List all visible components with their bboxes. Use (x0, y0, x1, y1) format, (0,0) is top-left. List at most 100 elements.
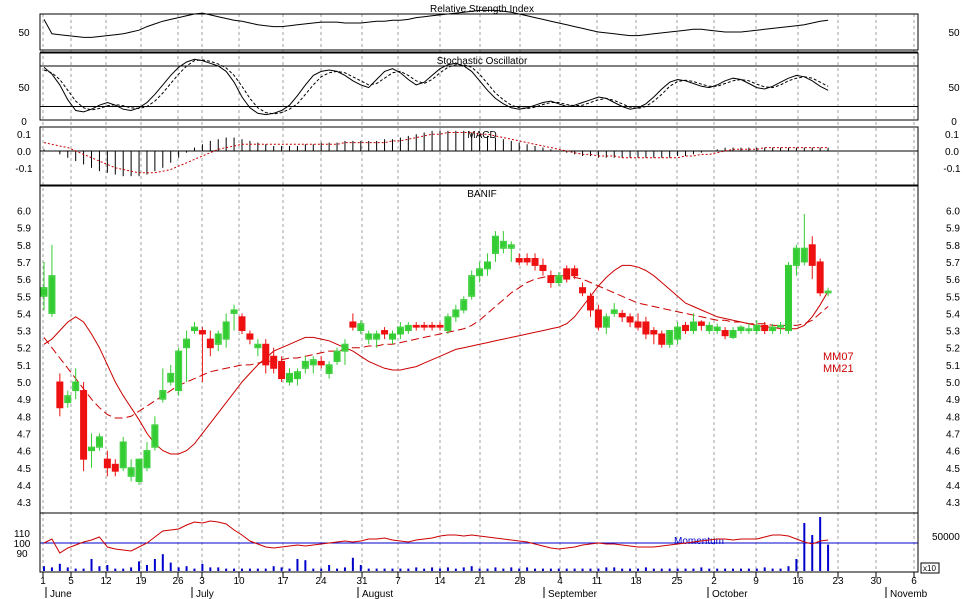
momentum-ytick: 100 (14, 539, 31, 550)
month-label: August (362, 589, 393, 599)
price-ytick-left: 5.5 (17, 292, 31, 303)
candle-body (80, 390, 88, 460)
x-tick-label: 7 (395, 576, 401, 587)
candle-body-fill (168, 373, 174, 382)
legend-mm21: MM21 (823, 363, 854, 375)
price-ytick-right: 4.5 (946, 464, 960, 475)
candle-body (642, 321, 650, 335)
macd-ytick-right: 0.0 (945, 147, 959, 158)
x-tick-label: 12 (100, 576, 112, 587)
price-ytick-left: 4.7 (17, 429, 31, 440)
candle-body-fill (287, 373, 293, 382)
candle-body (349, 321, 357, 328)
price-ytick-right: 4.6 (946, 447, 960, 458)
candle-body-fill (176, 351, 182, 391)
ma07-line (43, 264, 829, 455)
x-tick-label: 16 (792, 576, 804, 587)
candle-body-fill (366, 334, 372, 339)
candle-body-fill (231, 310, 237, 313)
price-ytick-right: 5.0 (946, 378, 960, 389)
price-ytick-left: 4.4 (17, 481, 31, 492)
candle-body (238, 316, 246, 332)
candle-body-fill (508, 245, 514, 248)
candle-body-fill (461, 300, 467, 310)
month-label: Novemb (890, 589, 928, 599)
legend-mm07: MM07 (823, 351, 854, 363)
rsi-ytick-right: 50 (948, 28, 960, 39)
price-ytick-left: 5.9 (17, 224, 31, 235)
price-ytick-right: 4.8 (946, 412, 960, 423)
panel-frame (39, 52, 919, 121)
candle-body-fill (334, 351, 340, 361)
candle-body-fill (485, 262, 491, 269)
price-ytick-right: 5.4 (946, 309, 960, 320)
candle-body-fill (730, 331, 736, 337)
candle-body-fill (477, 269, 483, 276)
candle-body-fill (793, 248, 799, 265)
candle-body (816, 261, 824, 294)
price-ytick-right: 4.7 (946, 429, 960, 440)
price-ytick-right: 5.7 (946, 258, 960, 269)
volume-unit-box (920, 562, 940, 574)
candle-body (262, 343, 270, 366)
price-ytick-left: 5.8 (17, 241, 31, 252)
candle-body-fill (73, 382, 79, 391)
macd-ytick-right: -0.1 (943, 164, 961, 175)
candle-body (515, 258, 523, 263)
price-ytick-left: 5.1 (17, 361, 31, 372)
candle-body-fill (374, 334, 380, 339)
candle-body-fill (294, 372, 300, 379)
price-ytick-left: 4.6 (17, 447, 31, 458)
price-ytick-right: 5.8 (946, 241, 960, 252)
candle-body (381, 330, 389, 335)
stochastic-ytick-0-left: 0 (21, 117, 27, 128)
x-tick-label: 11 (592, 576, 603, 587)
price-ytick-left: 6.0 (17, 207, 31, 218)
candle-body-fill (746, 329, 752, 331)
candle-body (658, 333, 666, 345)
candle-body-fill (120, 442, 126, 468)
x-tick-label: 5 (68, 576, 74, 587)
candle-body (206, 338, 214, 349)
price-ytick-right: 5.1 (946, 361, 960, 372)
price-ytick-right: 4.3 (946, 498, 960, 509)
candle-body (697, 321, 705, 326)
candle-body-fill (469, 276, 475, 296)
month-label: October (712, 589, 748, 599)
candle-body (571, 268, 579, 277)
panel-frame (39, 13, 919, 51)
price-ytick-left: 5.0 (17, 378, 31, 389)
candle-body-fill (778, 325, 784, 327)
price-ytick-left: 5.3 (17, 327, 31, 338)
x-tick-label: 1 (40, 576, 46, 587)
price-ytick-left: 5.2 (17, 344, 31, 355)
x-tick-label: 3 (199, 576, 205, 587)
x-tick-label: 6 (911, 576, 917, 587)
candle-body-fill (223, 322, 229, 339)
candle-body (721, 330, 729, 337)
candle-body (539, 264, 547, 272)
candle-body-fill (738, 327, 744, 331)
price-ytick-left: 5.4 (17, 309, 31, 320)
candle-body-fill (96, 437, 102, 447)
candle-body-fill (342, 344, 348, 351)
candle-body-fill (690, 322, 696, 331)
stochastic-panel: Stochastic Oscillator 50 0 50 0 (18, 56, 960, 128)
candle-body-fill (152, 425, 158, 447)
price-ytick-right: 5.2 (946, 344, 960, 355)
candle-body (198, 330, 206, 335)
momentum-ytick: 110 (14, 529, 30, 540)
candle-body (594, 309, 602, 328)
candle-body (761, 324, 769, 332)
candle-body (523, 258, 531, 263)
candle-body-fill (160, 391, 166, 399)
price-ytick-right: 5.5 (946, 292, 960, 303)
ma21-line (43, 275, 829, 419)
macd-title: MACD (467, 130, 496, 141)
candle-body-fill (191, 327, 197, 331)
macd-signal-line (43, 132, 829, 174)
candle-body (650, 330, 658, 335)
candle-body (586, 295, 594, 311)
candle-body (420, 324, 428, 328)
